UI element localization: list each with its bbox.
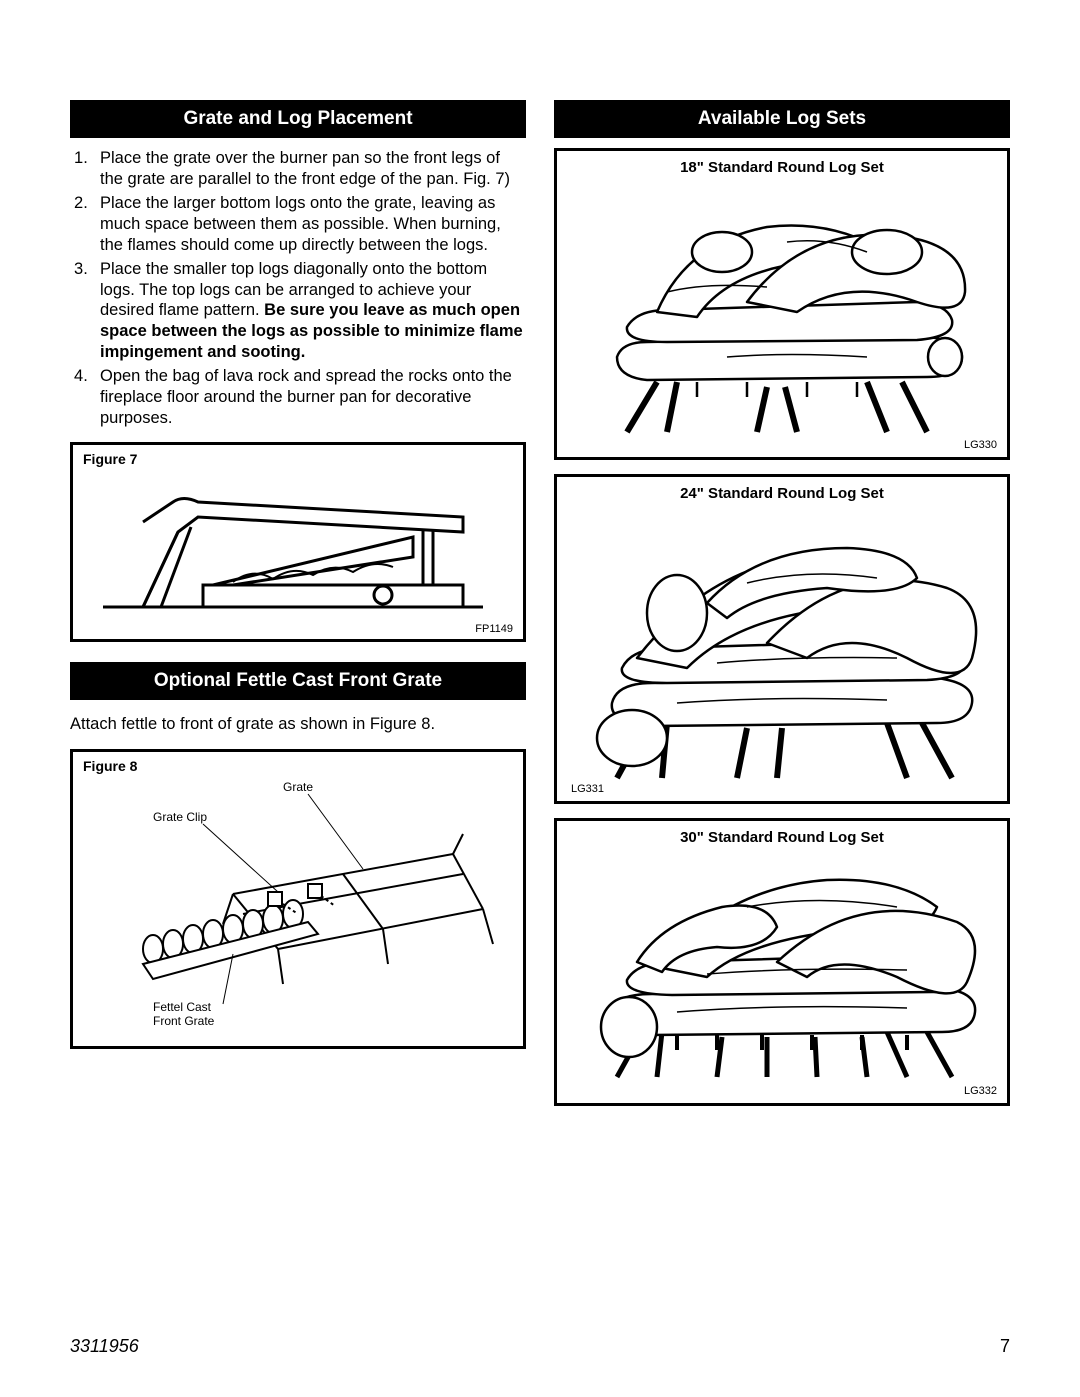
logset-18-drawing — [567, 182, 987, 442]
footer-docnum: 3311956 — [70, 1336, 139, 1357]
logset-18-code: LG330 — [964, 439, 997, 451]
logset-30-code: LG332 — [964, 1085, 997, 1097]
figure-8-drawing — [83, 774, 503, 1034]
logset-18-box: 18" Standard Round Log Set — [554, 148, 1010, 460]
logset-24-drawing — [567, 508, 987, 788]
step-4-text: Open the bag of lava rock and spread the… — [100, 367, 512, 426]
figure-7-drawing — [83, 467, 503, 617]
logset-30-drawing — [567, 852, 987, 1087]
instruction-list: Place the grate over the burner pan so t… — [70, 148, 526, 428]
step-2: Place the larger bottom logs onto the gr… — [100, 193, 526, 255]
section-header-logsets: Available Log Sets — [554, 100, 1010, 138]
step-3: Place the smaller top logs diagonally on… — [100, 259, 526, 362]
step-2-text: Place the larger bottom logs onto the gr… — [100, 194, 501, 253]
footer-page: 7 — [1000, 1336, 1010, 1357]
logset-24-title: 24" Standard Round Log Set — [567, 485, 997, 502]
logset-24-code: LG331 — [571, 783, 604, 795]
fig8-fettel-label: Fettel Cast Front Grate — [153, 1000, 214, 1028]
fig8-clip-label: Grate Clip — [153, 810, 207, 824]
step-4: Open the bag of lava rock and spread the… — [100, 366, 526, 428]
step-1: Place the grate over the burner pan so t… — [100, 148, 526, 189]
figure-8-box: Figure 8 — [70, 749, 526, 1049]
fettle-body-text: Attach fettle to front of grate as shown… — [70, 714, 526, 735]
figure-7-label: Figure 7 — [83, 451, 513, 467]
figure-7-code: FP1149 — [475, 623, 513, 635]
logset-30-box: 30" Standard Round Log Set — [554, 818, 1010, 1106]
fig8-fettel-l1: Fettel Cast — [153, 1000, 211, 1014]
figure-8-label: Figure 8 — [83, 758, 513, 774]
logset-30-title: 30" Standard Round Log Set — [567, 829, 997, 846]
logset-18-title: 18" Standard Round Log Set — [567, 159, 997, 176]
logset-24-box: 24" Standard Round Log Set — [554, 474, 1010, 804]
step-1-text: Place the grate over the burner pan so t… — [100, 149, 510, 188]
section-header-fettle: Optional Fettle Cast Front Grate — [70, 662, 526, 700]
page-footer: 3311956 7 — [70, 1336, 1010, 1357]
figure-7-box: Figure 7 — [70, 442, 526, 642]
section-header-grate: Grate and Log Placement — [70, 100, 526, 138]
fig8-grate-label: Grate — [283, 780, 313, 794]
fig8-fettel-l2: Front Grate — [153, 1014, 214, 1028]
